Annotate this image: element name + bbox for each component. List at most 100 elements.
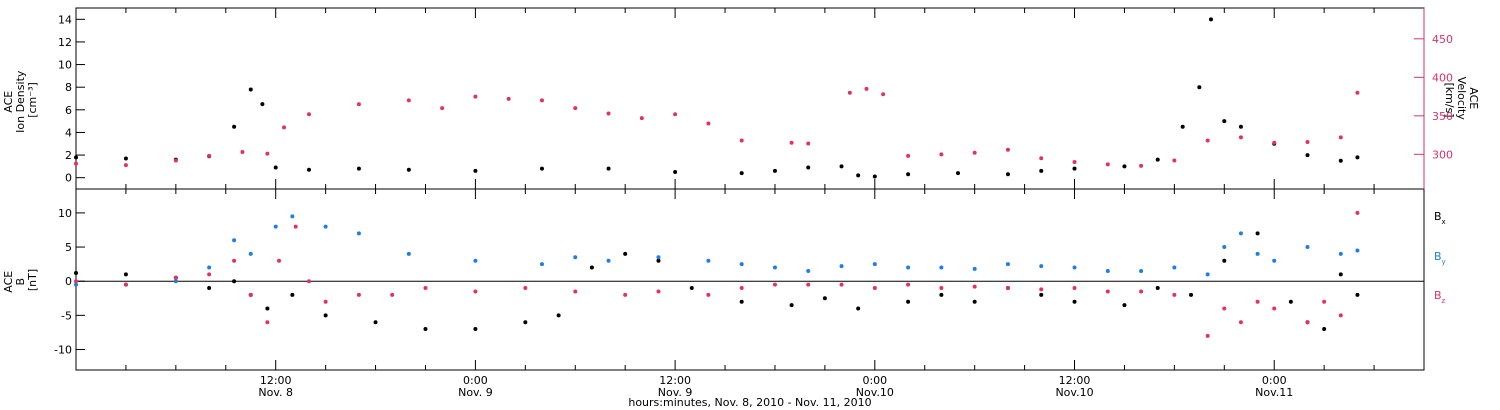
data-point-ion-density	[839, 164, 844, 169]
data-point-velocity	[506, 96, 511, 101]
data-point-ion-density	[856, 173, 861, 178]
y-tick-label-density: 12	[58, 36, 72, 49]
data-point-ion-density	[606, 166, 611, 171]
data-point-by	[473, 258, 478, 263]
data-point-bz	[839, 282, 844, 287]
data-point-bx	[290, 292, 295, 297]
data-point-by	[1139, 268, 1144, 273]
x-tick-label-date: Nov.10	[856, 386, 894, 399]
x-tick-label-time: 12:00	[1059, 374, 1091, 387]
data-point-velocity	[1005, 147, 1010, 152]
data-point-velocity	[1205, 138, 1210, 143]
data-point-bz	[1322, 299, 1327, 304]
data-point-bz	[972, 284, 977, 289]
data-point-bx	[323, 313, 328, 318]
y-tick-label-density: 14	[58, 13, 72, 26]
data-point-bz	[1255, 299, 1260, 304]
data-point-by	[1255, 251, 1260, 256]
data-point-bz	[706, 292, 711, 297]
y-tick-label-density: 0	[65, 172, 72, 185]
data-point-bx	[656, 258, 661, 263]
data-point-bz	[1105, 289, 1110, 294]
data-point-bx	[1039, 292, 1044, 297]
data-point-bx	[1355, 292, 1360, 297]
data-point-velocity	[1139, 163, 1144, 168]
data-point-bx	[473, 327, 478, 332]
data-point-by	[1039, 264, 1044, 269]
x-tick-label-time: 0:00	[862, 374, 887, 387]
legend: Bx By Bz	[1434, 210, 1446, 305]
data-point-bx	[423, 327, 428, 332]
data-point-by	[1222, 245, 1227, 250]
data-point-by	[1072, 265, 1077, 270]
data-point-bz	[623, 292, 628, 297]
data-point-by	[606, 258, 611, 263]
data-point-by	[656, 255, 661, 260]
data-point-velocity	[265, 151, 270, 156]
data-point-ion-density	[806, 165, 811, 170]
data-point-velocity	[440, 106, 445, 111]
data-point-ion-density	[1338, 158, 1343, 163]
y-tick-label-velocity: 400	[1432, 71, 1453, 84]
data-point-bz	[1039, 287, 1044, 292]
data-point-bz	[473, 289, 478, 294]
data-point-bx	[556, 313, 561, 318]
data-point-bz	[573, 289, 578, 294]
data-point-velocity	[939, 152, 944, 157]
data-point-velocity	[606, 111, 611, 116]
data-point-by	[232, 238, 237, 243]
data-point-by	[539, 262, 544, 267]
data-point-ion-density	[906, 172, 911, 177]
data-point-by	[406, 251, 411, 256]
data-point-velocity	[673, 112, 678, 117]
top-panel-frame	[75, 7, 1425, 190]
data-point-ion-density	[306, 167, 311, 172]
data-point-bx	[856, 306, 861, 311]
y-tick-label-b: 0	[65, 275, 72, 288]
x-tick-label-date: Nov.11	[1255, 386, 1293, 399]
data-point-by	[173, 279, 178, 284]
data-point-by	[939, 265, 944, 270]
data-point-bz	[390, 292, 395, 297]
data-point-bz	[656, 289, 661, 294]
data-point-ion-density	[1155, 157, 1160, 162]
data-point-ion-density	[232, 124, 237, 129]
data-point-by	[739, 262, 744, 267]
data-point-bz	[1338, 313, 1343, 318]
x-tick-label-date: Nov. 8	[258, 386, 293, 399]
x-tick-label-time: 0:00	[463, 374, 488, 387]
data-point-bx	[789, 303, 794, 308]
bottom-panel-frame	[75, 188, 1425, 371]
data-point-bz	[906, 282, 911, 287]
data-point-bz	[356, 292, 361, 297]
y-tick-label-velocity: 350	[1432, 110, 1453, 123]
data-point-velocity	[1039, 156, 1044, 161]
data-point-bx	[207, 286, 212, 291]
data-point-velocity	[240, 150, 245, 155]
y-tick-label-density: 6	[65, 104, 72, 117]
data-point-bz	[806, 282, 811, 287]
data-point-velocity	[972, 150, 977, 155]
data-point-bz	[1172, 292, 1177, 297]
data-point-ion-density	[356, 166, 361, 171]
data-point-velocity	[539, 98, 544, 103]
data-point-velocity	[1355, 90, 1360, 95]
data-point-bz	[1205, 333, 1210, 338]
data-point-ion-density	[872, 174, 877, 179]
data-point-velocity	[639, 116, 644, 121]
data-point-bz	[423, 286, 428, 291]
data-point-bz	[173, 275, 178, 280]
data-point-by	[839, 264, 844, 269]
data-point-ion-density	[1222, 119, 1227, 124]
data-point-velocity	[847, 90, 852, 95]
data-point-bz	[293, 224, 298, 229]
data-point-velocity	[706, 121, 711, 126]
x-axis-title: hours:minutes, Nov. 8, 2010 - Nov. 11, 2…	[628, 396, 871, 409]
data-point-velocity	[173, 158, 178, 163]
data-point-by	[1005, 262, 1010, 267]
data-point-bz	[277, 258, 282, 263]
data-point-velocity	[573, 106, 578, 111]
data-point-by	[323, 224, 328, 229]
data-point-bx	[689, 286, 694, 291]
